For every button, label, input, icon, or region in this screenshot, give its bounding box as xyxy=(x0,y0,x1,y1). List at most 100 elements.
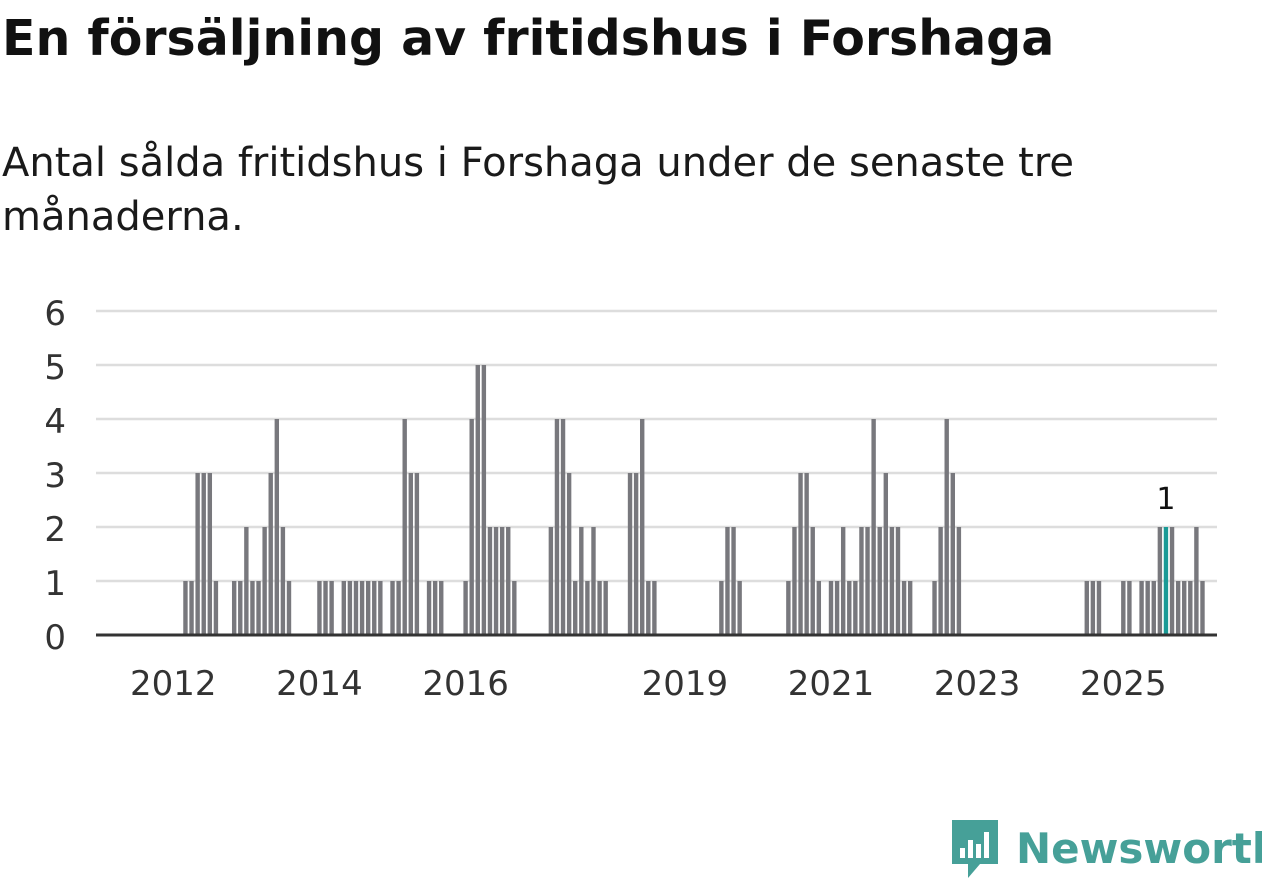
bar xyxy=(390,581,395,635)
y-tick-label: 5 xyxy=(44,348,66,388)
bar xyxy=(901,581,907,635)
bar xyxy=(512,581,517,635)
bar xyxy=(573,581,578,635)
bar xyxy=(1145,581,1150,635)
bar xyxy=(432,581,438,635)
bar xyxy=(372,581,377,635)
x-tick-label: 2019 xyxy=(642,664,729,704)
bar xyxy=(737,581,742,635)
bar xyxy=(591,527,596,635)
bar xyxy=(268,473,273,635)
bar xyxy=(499,527,505,635)
bar xyxy=(847,581,852,635)
bar xyxy=(439,581,444,635)
data-label: 1 xyxy=(1156,482,1175,517)
bar xyxy=(493,527,499,635)
bar xyxy=(871,419,876,635)
bar xyxy=(463,581,468,635)
bar xyxy=(414,473,420,635)
bar xyxy=(585,581,590,635)
bar xyxy=(1151,581,1156,635)
bar xyxy=(1096,581,1102,635)
bar xyxy=(950,473,955,635)
bar xyxy=(286,581,292,635)
y-tick-label: 6 xyxy=(44,294,66,334)
bar xyxy=(834,581,840,635)
bar xyxy=(810,527,815,635)
bar xyxy=(323,581,328,635)
bar xyxy=(792,527,797,635)
x-tick-label: 2012 xyxy=(130,664,217,704)
bar xyxy=(1194,527,1199,635)
bar xyxy=(189,581,194,635)
bar xyxy=(938,527,943,635)
x-tick-label: 2014 xyxy=(276,664,363,704)
bar xyxy=(1157,527,1163,635)
bar xyxy=(725,527,730,635)
bar xyxy=(816,581,822,635)
x-tick-label: 2023 xyxy=(934,664,1021,704)
bar xyxy=(262,527,267,635)
bar xyxy=(627,473,633,635)
bar xyxy=(786,581,791,635)
bar xyxy=(396,581,401,635)
bar xyxy=(329,581,334,635)
bar xyxy=(640,419,645,635)
bar xyxy=(853,581,858,635)
bar xyxy=(359,581,365,635)
bar xyxy=(1084,581,1089,635)
bar xyxy=(365,581,371,635)
bar xyxy=(597,581,602,635)
bar xyxy=(633,473,639,635)
bar xyxy=(378,581,383,635)
bar xyxy=(840,527,846,635)
bar xyxy=(1169,527,1175,635)
brand-name: Newsworthy xyxy=(1016,824,1262,873)
bar xyxy=(347,581,353,635)
bar xyxy=(402,419,407,635)
newsworthy-logo[interactable]: Newsworthy xyxy=(950,818,1262,880)
bar xyxy=(1121,581,1126,635)
bar xyxy=(828,581,834,635)
data-label-background xyxy=(1154,479,1177,515)
bar xyxy=(719,581,724,635)
bar xyxy=(244,527,249,635)
bar xyxy=(353,581,359,635)
bar xyxy=(469,419,474,635)
bar xyxy=(1175,581,1181,635)
bar xyxy=(1188,581,1193,635)
highlight-bar xyxy=(1163,527,1169,635)
bar xyxy=(877,527,882,635)
bar xyxy=(1182,581,1187,635)
y-tick-label: 0 xyxy=(44,618,66,658)
chart-subtitle: Antal sålda fritidshus i Forshaga under … xyxy=(2,140,1074,240)
y-tick-label: 1 xyxy=(44,564,66,604)
bar xyxy=(579,527,584,635)
bar xyxy=(889,527,895,635)
bar xyxy=(195,473,200,635)
bar xyxy=(481,365,487,635)
bar xyxy=(341,581,346,635)
bar xyxy=(932,581,937,635)
bar xyxy=(250,581,255,635)
bar xyxy=(506,527,511,635)
bar xyxy=(883,473,889,635)
bar xyxy=(798,473,803,635)
bar xyxy=(1139,581,1144,635)
bar xyxy=(548,527,554,635)
bar xyxy=(603,581,608,635)
y-tick-label: 4 xyxy=(44,402,66,442)
bar xyxy=(895,527,901,635)
bar xyxy=(652,581,657,635)
x-tick-label: 2025 xyxy=(1080,664,1167,704)
bar xyxy=(646,581,651,635)
newsworthy-logo-icon xyxy=(952,820,998,878)
bar xyxy=(944,419,949,635)
bar xyxy=(554,419,560,635)
bar xyxy=(426,581,432,635)
y-tick-label: 3 xyxy=(44,456,66,496)
y-tick-label: 2 xyxy=(44,510,66,550)
bar xyxy=(201,473,206,635)
bar xyxy=(317,581,322,635)
